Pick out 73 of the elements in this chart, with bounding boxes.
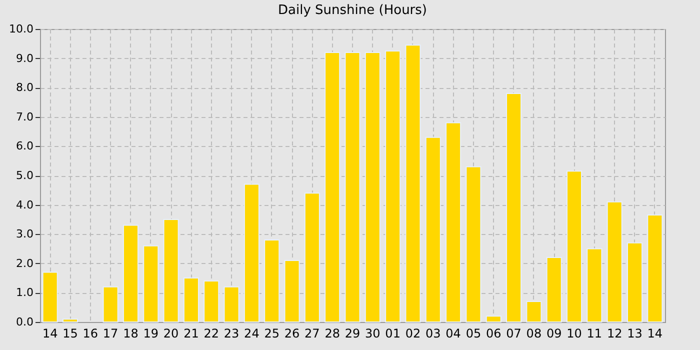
x-tick-label: 18 [123, 326, 138, 340]
bar [304, 192, 320, 322]
x-tick-label: 11 [586, 326, 602, 340]
y-tick-label: 7.0 [16, 110, 34, 124]
bar [546, 257, 562, 322]
y-tick-label: 9.0 [16, 52, 34, 65]
bar [405, 44, 421, 322]
bar [122, 224, 138, 322]
bar [264, 239, 280, 322]
bar [42, 272, 58, 322]
bar [526, 300, 542, 322]
x-tick-label: 10 [566, 326, 582, 340]
x-tick-label: 04 [446, 326, 461, 340]
y-tick-label: 4.0 [16, 198, 34, 212]
x-tick-label: 03 [426, 326, 441, 340]
y-tick-label: 5.0 [16, 169, 34, 182]
x-tick-label: 28 [324, 326, 340, 340]
x-tick-label: 14 [42, 326, 58, 340]
y-tick-label: 0.0 [16, 316, 34, 328]
x-tick-label: 13 [627, 326, 642, 340]
x-tick-label: 27 [304, 326, 320, 340]
x-tick-label: 24 [244, 326, 260, 340]
y-tick-label: 1.0 [16, 286, 34, 300]
y-tick-label: 6.0 [16, 140, 34, 153]
x-tick-label: 02 [405, 326, 421, 340]
x-tick-label: 09 [546, 326, 562, 340]
bar [446, 122, 462, 322]
x-tick-label: 07 [506, 326, 522, 340]
bar [183, 278, 199, 322]
bar [344, 52, 360, 322]
bar [284, 260, 300, 322]
bar [224, 286, 240, 322]
x-tick-label: 21 [184, 326, 199, 340]
bar [627, 242, 643, 322]
bar [244, 184, 260, 322]
bar [606, 201, 622, 322]
bar [506, 92, 522, 322]
bar [62, 318, 78, 322]
y-tick-label: 3.0 [16, 228, 34, 241]
x-tick-label: 17 [102, 326, 118, 340]
x-tick-label: 30 [365, 326, 380, 340]
x-tick-label: 22 [204, 326, 220, 340]
bar [143, 245, 159, 322]
chart-title: Daily Sunshine (Hours) [278, 3, 427, 18]
bar [364, 52, 380, 322]
y-tick-label: 2.0 [16, 256, 34, 270]
bar [466, 166, 482, 322]
x-tick-label: 08 [526, 326, 542, 340]
x-tick-label: 19 [143, 326, 159, 340]
bar [385, 50, 401, 322]
x-tick-label: 29 [344, 326, 360, 340]
bar [102, 286, 118, 322]
y-tick-label: 10.0 [9, 22, 34, 36]
x-tick-label: 26 [284, 326, 300, 340]
bar [324, 52, 340, 322]
y-tick-label: 8.0 [16, 81, 34, 94]
x-tick-label: 23 [224, 326, 240, 340]
x-tick-label: 01 [385, 326, 400, 340]
bar [566, 170, 582, 322]
x-tick-label: 06 [486, 326, 502, 340]
x-tick-label: 15 [62, 326, 78, 340]
x-tick-label: 12 [606, 326, 622, 340]
x-tick-label: 16 [82, 326, 98, 340]
bar [486, 316, 502, 322]
bar [425, 136, 441, 322]
bar [204, 280, 220, 322]
bar [647, 214, 663, 322]
bar [163, 218, 179, 322]
x-tick-label: 14 [647, 326, 663, 340]
x-tick-label: 25 [264, 326, 280, 340]
x-tick-label: 20 [163, 326, 179, 340]
x-tick-label: 05 [466, 326, 482, 340]
bar [586, 248, 602, 322]
